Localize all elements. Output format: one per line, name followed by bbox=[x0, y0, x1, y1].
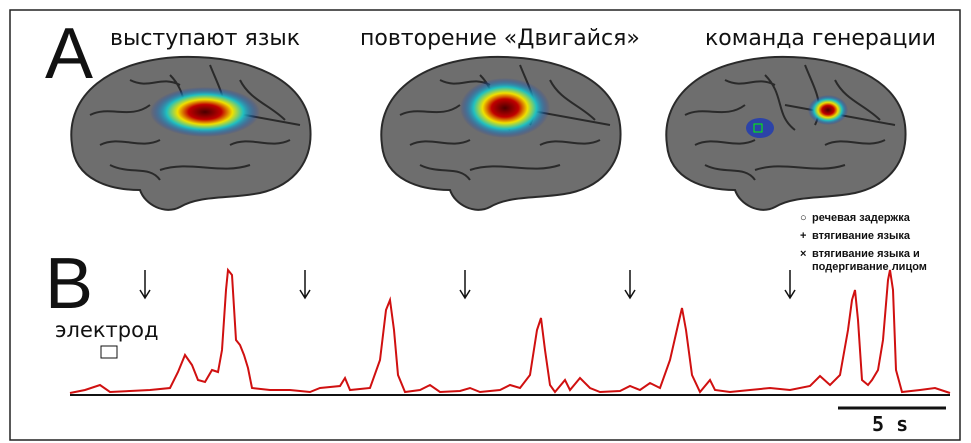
legend-symbol: ○ bbox=[800, 212, 807, 224]
legend-label: втягивание языка bbox=[812, 230, 910, 242]
brain-title: команда генерации bbox=[705, 26, 936, 51]
legend-entry: ○ речевая задержка bbox=[800, 212, 962, 225]
panel-label: A bbox=[45, 14, 94, 94]
activation bbox=[808, 95, 848, 125]
activation bbox=[150, 87, 260, 137]
electrode-marker bbox=[753, 123, 763, 133]
brain-title: выступают язык bbox=[110, 26, 301, 51]
legend-label: речевая задержка bbox=[812, 212, 910, 224]
brain bbox=[665, 55, 907, 211]
legend-symbol: × bbox=[800, 248, 807, 260]
legend-label: втягивание языка и подергивание лицом bbox=[812, 248, 927, 273]
arrows bbox=[139, 270, 796, 300]
legend-entry: × втягивание языка и подергивание лицом bbox=[800, 248, 947, 274]
activation bbox=[746, 118, 774, 138]
legend-entry: + втягивание языка bbox=[800, 230, 962, 243]
frame bbox=[9, 9, 961, 441]
electrode-box bbox=[100, 345, 118, 359]
electrode-label: электрод bbox=[55, 318, 159, 342]
brain-title: повторение «Двигайся» bbox=[360, 26, 640, 51]
scale-bar-label: 5 s bbox=[872, 412, 909, 436]
activation bbox=[460, 78, 550, 138]
trace bbox=[69, 267, 951, 394]
panel-label: B bbox=[45, 244, 94, 324]
legend-symbol: + bbox=[800, 230, 807, 242]
